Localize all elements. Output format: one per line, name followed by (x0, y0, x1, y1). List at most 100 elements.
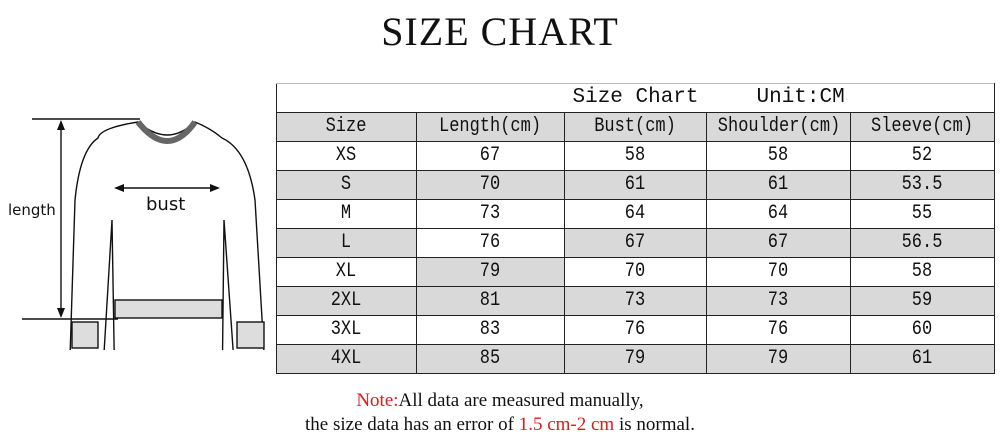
col-sleeve: Sleeve(cm) (871, 115, 974, 138)
cell-value: 79 (768, 347, 789, 370)
table-cell: 76 (416, 228, 565, 258)
cell-value: 61 (768, 173, 789, 196)
table-cell: 52 (850, 141, 995, 171)
cell-value: 64 (625, 202, 646, 225)
table-cell: 73 (564, 286, 707, 316)
table-cell: 58 (850, 257, 995, 287)
hem-rib (114, 299, 223, 319)
table-cell: 73 (416, 199, 565, 229)
note-line-1: Note:All data are measured manually, (0, 390, 1000, 412)
cell-value: L (341, 231, 352, 254)
cell-value: 55 (912, 202, 933, 225)
cell-value: 59 (912, 289, 933, 312)
cell-value: XS (336, 144, 357, 167)
cell-value: 85 (480, 347, 501, 370)
cell-value: 61 (912, 347, 933, 370)
cell-value: 70 (625, 260, 646, 283)
cell-value: M (341, 202, 352, 225)
table-cell: 79 (564, 344, 707, 374)
table-row: S 70 61 61 53.5 (276, 170, 995, 200)
error-range: 1.5 cm-2 cm (518, 414, 615, 435)
table-cell: 70 (416, 170, 565, 200)
size-table: Size Chart Unit:CM Size Length(cm) Bust(… (276, 83, 995, 374)
page-title: SIZE CHART (381, 9, 619, 54)
cell-value: 67 (480, 144, 501, 167)
cell-value: 61 (625, 173, 646, 196)
cell-value: 67 (625, 231, 646, 254)
unit-label: Unit:CM (706, 83, 995, 113)
table-cell: 79 (416, 257, 565, 287)
table-cell: L (276, 228, 417, 258)
right-cuff (236, 321, 265, 349)
col-bust: Bust(cm) (594, 115, 677, 138)
table-cell: 67 (564, 228, 707, 258)
table-row: XS 67 58 58 52 (276, 141, 995, 171)
note-label: Note: (356, 390, 399, 411)
collar (135, 120, 198, 144)
table-cell: 70 (706, 257, 851, 287)
cell-value: 2XL (331, 289, 362, 312)
cell-value: 4XL (331, 347, 362, 370)
table-cell: 76 (706, 315, 851, 345)
table-cell: S (276, 170, 417, 200)
cell-value: 79 (625, 347, 646, 370)
cell-value: 56.5 (902, 231, 943, 254)
table-row: L 76 67 67 56.5 (276, 228, 995, 258)
length-label: length (8, 201, 56, 219)
table-cell: 64 (564, 199, 707, 229)
cell-value: 76 (768, 318, 789, 341)
table-cell: 53.5 (850, 170, 995, 200)
table-cell: 85 (416, 344, 565, 374)
cell-value: 58 (768, 144, 789, 167)
table-row: 3XL 83 76 76 60 (276, 315, 995, 345)
table-cell: M (276, 199, 417, 229)
note-line-2: the size data has an error of 1.5 cm-2 c… (0, 414, 1000, 436)
table-cell: 79 (706, 344, 851, 374)
table-cell: 61 (706, 170, 851, 200)
cell-value: 67 (768, 231, 789, 254)
table-cell: 81 (416, 286, 565, 316)
cell-value: 53.5 (902, 173, 943, 196)
table-cell: 2XL (276, 286, 417, 316)
cell-value: 73 (768, 289, 789, 312)
cell-value: 76 (480, 231, 501, 254)
table-cell: 61 (850, 344, 995, 374)
table-cell: 83 (416, 315, 565, 345)
table-cell: 67 (416, 141, 565, 171)
cell-value: 76 (625, 318, 646, 341)
table-cell: 59 (850, 286, 995, 316)
cell-value: 60 (912, 318, 933, 341)
bust-label: bust (146, 194, 185, 215)
table-cell: 3XL (276, 315, 417, 345)
table-cell: 70 (564, 257, 707, 287)
table-cell: 55 (850, 199, 995, 229)
cell-value: 70 (768, 260, 789, 283)
caption-row: Size Chart Unit:CM (276, 83, 995, 113)
table-cell: 58 (706, 141, 851, 171)
note-text-1: All data are measured manually, (398, 390, 644, 411)
table-caption: Size Chart (564, 83, 707, 113)
cell-value: 58 (625, 144, 646, 167)
sweater-diagram: length bust (8, 118, 265, 350)
table-row: 4XL 85 79 79 61 (276, 344, 995, 374)
note-text-3: is normal. (614, 414, 695, 435)
cell-value: 73 (625, 289, 646, 312)
table-cell: 58 (564, 141, 707, 171)
cell-value: 58 (912, 260, 933, 283)
table-row: 2XL 81 73 73 59 (276, 286, 995, 316)
table-row: XL 79 70 70 58 (276, 257, 995, 287)
table-cell: 4XL (276, 344, 417, 374)
cell-value: XL (336, 260, 357, 283)
table-cell: 76 (564, 315, 707, 345)
table-cell: 56.5 (850, 228, 995, 258)
header-row: Size Length(cm) Bust(cm) Shoulder(cm) Sl… (276, 112, 995, 142)
cell-value: 83 (480, 318, 501, 341)
table-cell: 67 (706, 228, 851, 258)
table-cell: 61 (564, 170, 707, 200)
table-cell: 73 (706, 286, 851, 316)
col-length: Length(cm) (439, 115, 542, 138)
cell-value: 70 (480, 173, 501, 196)
cell-value: S (341, 173, 352, 196)
table-row: M 73 64 64 55 (276, 199, 995, 229)
col-size: Size (326, 115, 367, 138)
